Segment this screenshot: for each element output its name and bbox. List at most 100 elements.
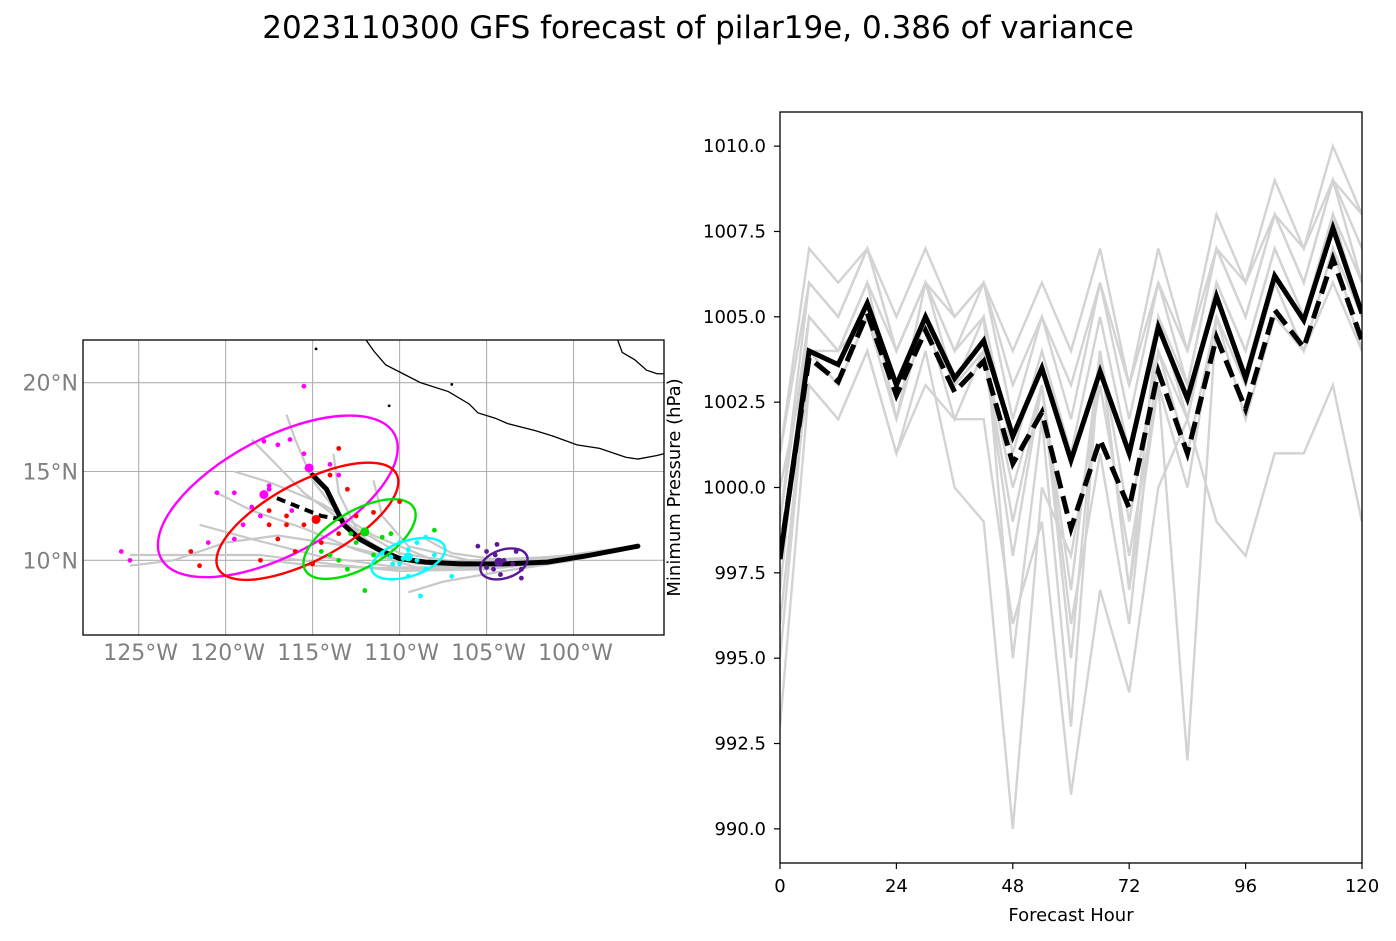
forecast-point <box>353 540 359 545</box>
map-tick-labels: 125°W 120°W 115°W 110°W 105°W 100°W 10°N 15°N 20… <box>23 372 614 666</box>
forecast-point <box>423 534 429 540</box>
forecast-point <box>379 550 385 556</box>
forecast-point <box>258 557 263 563</box>
lat-tick-label: 20°N <box>23 372 78 397</box>
summary-lines <box>780 220 1362 560</box>
forecast-point <box>362 588 368 593</box>
ellipse-center <box>311 514 321 524</box>
forecast-point <box>284 522 289 528</box>
forecast-point <box>414 540 420 545</box>
lon-tick-label: 115°W <box>277 641 352 666</box>
forecast-point <box>397 540 402 545</box>
forecast-point <box>353 513 359 519</box>
uncertainty-ellipse <box>156 414 399 579</box>
forecast-point <box>258 513 263 519</box>
mean-track-secondary <box>271 494 343 522</box>
forecast-point <box>400 556 406 561</box>
ellipse-center <box>360 527 370 537</box>
ensemble-line <box>780 347 1362 795</box>
forecast-point <box>491 566 496 572</box>
forecast-point <box>310 561 316 567</box>
y-tick-label: 1007.5 <box>703 221 766 242</box>
dashed-series-line <box>780 251 1362 557</box>
uncertainty-ellipse <box>215 461 400 582</box>
x-tick-label: 0 <box>774 876 785 897</box>
forecast-point <box>240 522 246 528</box>
map-background <box>83 340 664 635</box>
x-tick-label: 72 <box>1118 876 1141 897</box>
forecast-point <box>287 437 293 442</box>
forecast-point <box>275 442 281 448</box>
forecast-point <box>284 513 289 519</box>
plot-frame <box>779 111 1363 864</box>
forecast-point <box>431 527 437 533</box>
axes: 0 24 48 72 96 120 990.0 992.5 995.0 997.5 1000.0 10… <box>664 136 1379 926</box>
island <box>314 347 318 351</box>
lon-tick-label: 105°W <box>451 641 526 666</box>
forecast-point <box>301 383 307 389</box>
x-tick-label: 24 <box>885 876 908 897</box>
lon-tick-label: 125°W <box>103 641 178 666</box>
forecast-point <box>231 536 237 542</box>
pressure-chart: 0 24 48 72 96 120 990.0 992.5 995.0 997.5 1000.0 10… <box>664 111 1379 926</box>
lat-tick-label: 10°N <box>23 549 78 574</box>
lon-tick-label: 120°W <box>190 641 265 666</box>
ellipse-center <box>259 490 269 500</box>
uncertainty-ellipses <box>156 414 529 582</box>
forecast-point <box>414 557 420 563</box>
forecast-point <box>390 561 396 567</box>
forecast-point <box>266 508 272 514</box>
forecast-point <box>513 549 519 554</box>
forecast-point <box>275 536 281 542</box>
forecast-point <box>397 499 402 505</box>
forecast-point <box>292 549 298 554</box>
track-map: 125°W 120°W 115°W 110°W 105°W 100°W 10°N 15°N 20… <box>23 339 665 666</box>
forecast-point <box>266 483 272 489</box>
forecast-point <box>405 547 411 553</box>
forecast-point <box>449 573 455 579</box>
y-axis-label: Minimum Pressure (hPa) <box>664 378 685 596</box>
forecast-point <box>231 490 237 496</box>
forecast-point <box>371 509 376 515</box>
forecast-point <box>318 540 324 545</box>
figure-title: 2023110300 GFS forecast of pilar19e, 0.3… <box>262 10 1134 46</box>
forecast-point <box>261 438 267 444</box>
forecast-point <box>494 541 500 547</box>
island <box>450 383 454 386</box>
ellipse-center <box>403 552 413 562</box>
forecast-point <box>301 522 307 528</box>
lon-tick-label: 100°W <box>538 641 613 666</box>
forecast-point <box>388 531 394 537</box>
forecast-point <box>388 554 394 560</box>
forecast-point <box>518 575 524 581</box>
forecast-point <box>518 566 524 572</box>
uncertainty-ellipse <box>302 498 417 581</box>
ellipse-center <box>304 463 314 473</box>
forecast-point <box>327 472 333 478</box>
y-tick-label: 1010.0 <box>703 136 766 157</box>
x-axis-label: Forecast Hour <box>1008 905 1134 926</box>
forecast-point <box>345 486 350 492</box>
forecast-point <box>336 531 342 537</box>
ensemble-line <box>780 142 1362 454</box>
uncertainty-ellipse <box>479 547 529 581</box>
ensemble-line <box>780 178 1362 454</box>
uncertainty-ellipse <box>370 536 447 581</box>
ensemble-line <box>780 244 1362 829</box>
forecast-point <box>327 461 333 467</box>
forecast-point <box>379 534 385 540</box>
y-tick-label: 995.0 <box>714 648 766 669</box>
forecast-point <box>498 572 503 577</box>
coastline-segment <box>365 340 664 460</box>
forecast-point <box>318 549 324 554</box>
forecast-point <box>188 549 194 554</box>
forecast-point <box>336 557 342 563</box>
y-tick-label: 992.5 <box>714 734 766 755</box>
solid-series-line <box>780 220 1362 560</box>
forecast-point <box>214 490 220 496</box>
forecast-point <box>118 549 124 554</box>
forecast-point <box>345 566 350 572</box>
forecast-point <box>397 561 402 567</box>
forecast-point <box>249 504 255 510</box>
